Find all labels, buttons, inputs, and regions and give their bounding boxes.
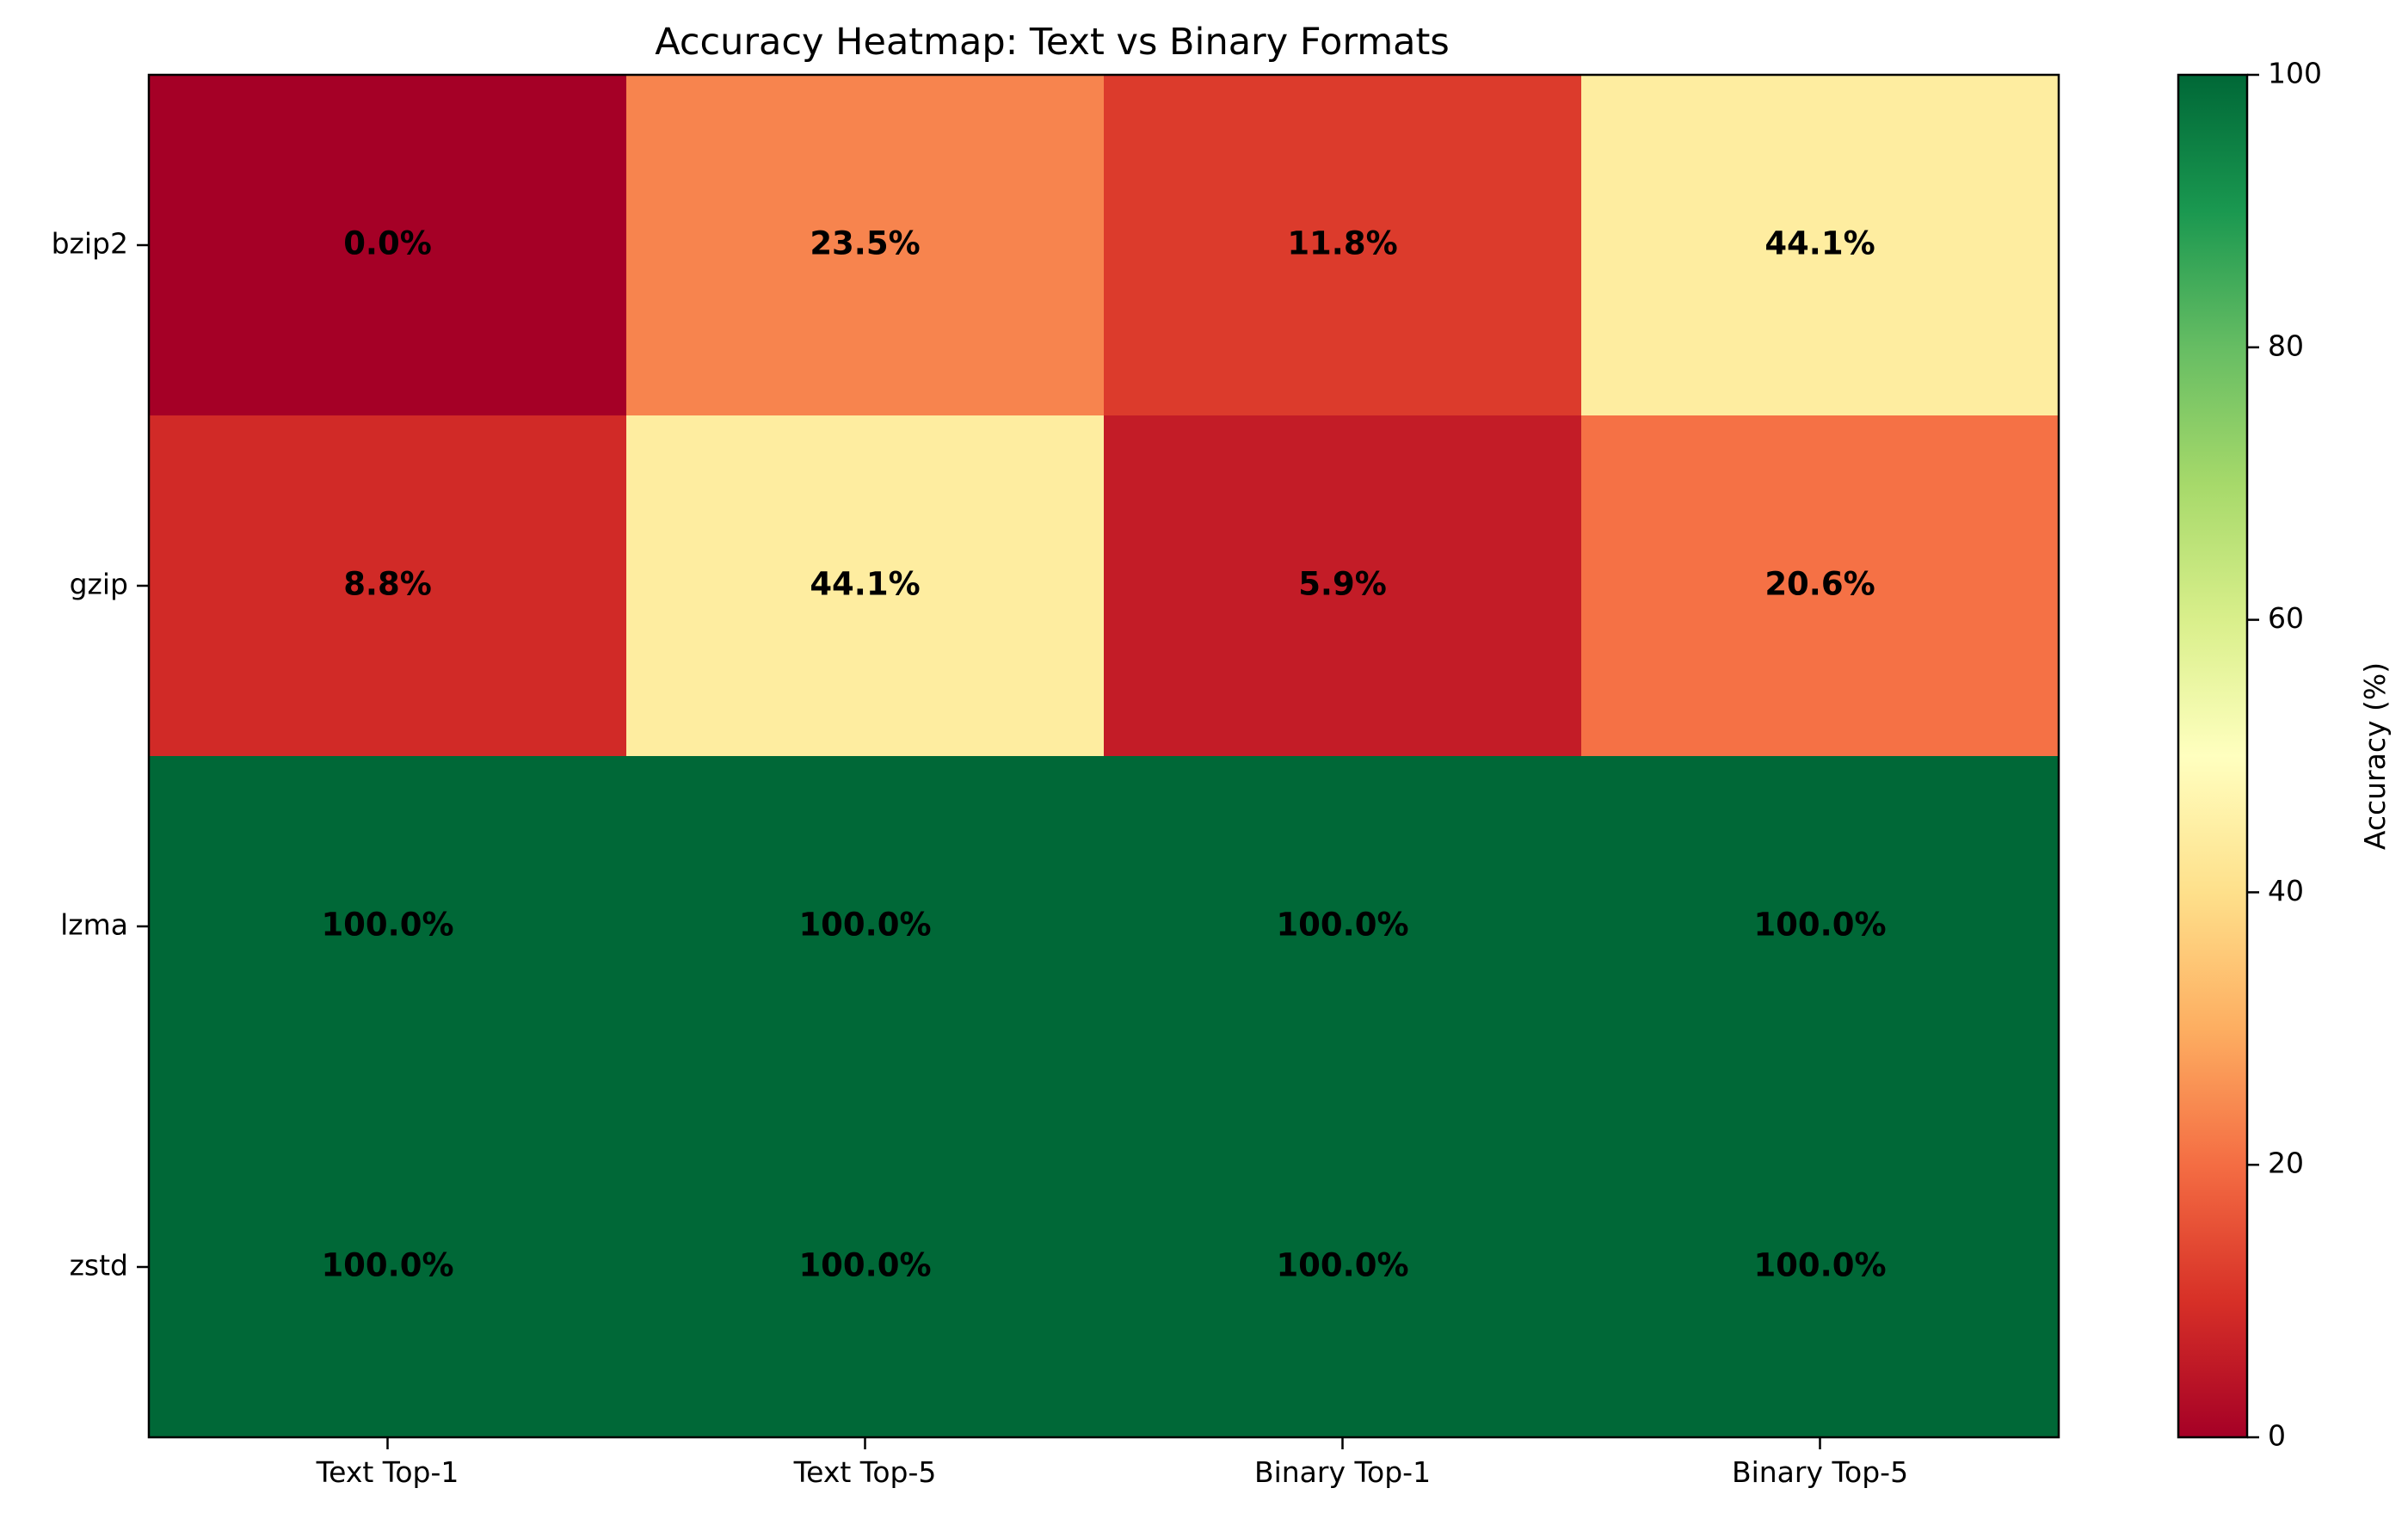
- colorbar-frame: [2177, 73, 2249, 1439]
- heatmap-cell: [149, 756, 627, 1098]
- colorbar-tick-label: 80: [2268, 329, 2304, 362]
- heatmap-cell: [1581, 756, 2060, 1098]
- heatmap-cell: [1581, 415, 2060, 757]
- heatmap-cell: [1104, 75, 1582, 416]
- cell-value-label: 100.0%: [1276, 1247, 1408, 1284]
- colorbar-tick-label: 60: [2268, 601, 2304, 635]
- y-tick-label: zstd: [70, 1249, 128, 1282]
- colorbar-tick-label: 20: [2268, 1147, 2304, 1180]
- y-tick-label: lzma: [60, 908, 128, 942]
- heatmap-cell: [626, 1097, 1105, 1438]
- cell-value-label: 44.1%: [1764, 225, 1875, 262]
- cell-value-label: 11.8%: [1287, 225, 1397, 262]
- heatmap-cells: [149, 75, 2060, 1438]
- x-tick-label: Binary Top-1: [1254, 1455, 1431, 1489]
- cell-value-label: 100.0%: [798, 907, 931, 944]
- heatmap-cell: [626, 756, 1105, 1098]
- cell-value-label: 5.9%: [1298, 566, 1387, 603]
- heatmap-cell: [626, 75, 1105, 416]
- cell-value-label: 100.0%: [1276, 907, 1408, 944]
- cell-value-label: 100.0%: [798, 1247, 931, 1284]
- cell-value-label: 100.0%: [321, 1247, 453, 1284]
- y-tick-label: bzip2: [52, 227, 128, 261]
- heatmap-cell: [1104, 756, 1582, 1098]
- cell-value-label: 8.8%: [343, 566, 432, 603]
- heatmap-cell: [1581, 1097, 2060, 1438]
- chart-title: Accuracy Heatmap: Text vs Binary Formats: [655, 21, 1450, 64]
- colorbar-ticks: 0 20 40 60 80 100: [2247, 57, 2322, 1453]
- plot-frame: [147, 73, 2060, 1439]
- cell-value-label: 20.6%: [1764, 566, 1875, 603]
- cell-value-label: 23.5%: [810, 225, 920, 262]
- heatmap-cell: [1581, 75, 2060, 416]
- x-tick-label: Text Top-5: [793, 1455, 937, 1489]
- colorbar: 0 20 40 60 80 100 Accuracy (%): [2177, 57, 2392, 1453]
- cell-value-label: 100.0%: [1753, 1247, 1886, 1284]
- heatmap-cell: [1104, 1097, 1582, 1438]
- x-axis: Text Top-1 Text Top-5 Binary Top-1 Binary T…: [316, 1437, 1908, 1489]
- colorbar-gradient: [2178, 75, 2247, 1437]
- cell-value-label: 100.0%: [1753, 907, 1886, 944]
- cell-labels: 0.0% 23.5% 11.8% 44.1% 8.8% 44.1% 5.9% 20.6% 100…: [321, 225, 1886, 1284]
- heatmap-cell: [626, 415, 1105, 757]
- colorbar-tick-label: 100: [2268, 57, 2322, 90]
- colorbar-label: Accuracy (%): [2358, 662, 2392, 850]
- heatmap-cell: [149, 415, 627, 757]
- heatmap-cell: [149, 75, 627, 416]
- heatmap-cell: [149, 1097, 627, 1438]
- cell-value-label: 100.0%: [321, 907, 453, 944]
- y-axis: bzip2 gzip lzma zstd: [52, 227, 149, 1282]
- y-tick-label: gzip: [70, 568, 128, 601]
- x-tick-label: Binary Top-5: [1732, 1455, 1908, 1489]
- heatmap-cell: [1104, 415, 1582, 757]
- colorbar-tick-label: 0: [2268, 1419, 2286, 1453]
- cell-value-label: 0.0%: [343, 225, 432, 262]
- cell-value-label: 44.1%: [810, 566, 920, 603]
- colorbar-tick-label: 40: [2268, 874, 2304, 907]
- x-tick-label: Text Top-1: [316, 1455, 459, 1489]
